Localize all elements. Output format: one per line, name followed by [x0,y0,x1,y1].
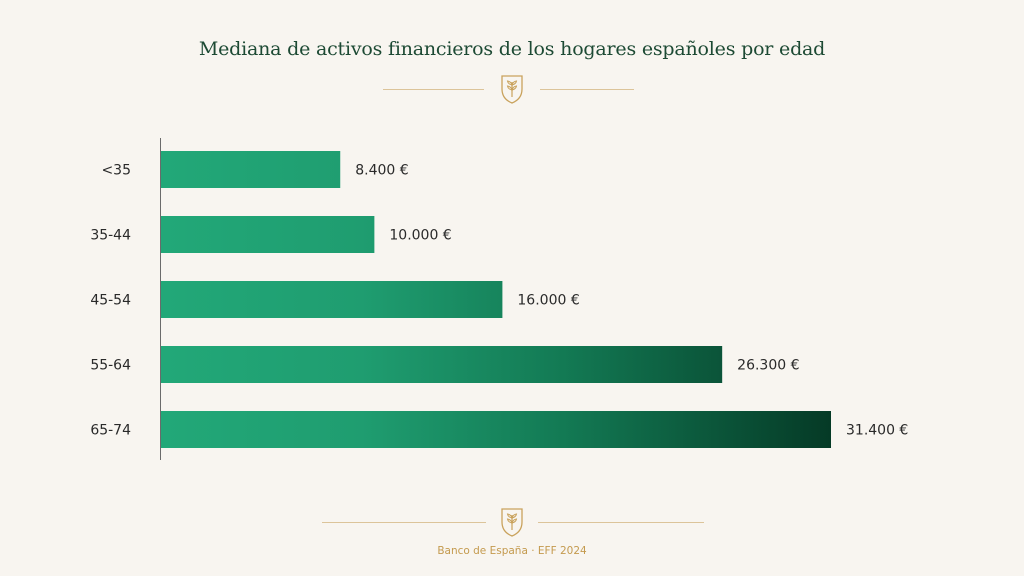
category-label-4: 65-74 [90,423,131,439]
footer-ornament [0,505,1024,541]
value-label-3: 26.300 € [737,358,799,374]
bar-1 [161,216,375,253]
bar-0 [161,151,341,188]
value-label-1: 10.000 € [389,228,451,244]
header-ornament [0,72,1024,108]
value-label-4: 31.400 € [846,423,908,439]
ornament-line-left [383,89,484,90]
category-label-2: 45-54 [90,293,131,309]
category-label-0: <35 [101,163,131,179]
footer-line-right [538,522,704,523]
category-label-1: 35-44 [90,228,131,244]
footer-source: Banco de España · EFF 2024 [437,545,587,557]
value-label-0: 8.400 € [355,163,408,179]
chart-title: Mediana de activos financieros de los ho… [198,38,826,60]
shield-wheat-icon [501,508,523,537]
value-label-2: 16.000 € [517,293,579,309]
bar-4 [161,411,831,448]
bar-2 [161,281,503,318]
category-label-3: 55-64 [90,358,131,374]
shield-wheat-icon [501,75,523,104]
bar-3 [161,346,723,383]
ornament-line-right [540,89,634,90]
footer-line-left [322,522,486,523]
